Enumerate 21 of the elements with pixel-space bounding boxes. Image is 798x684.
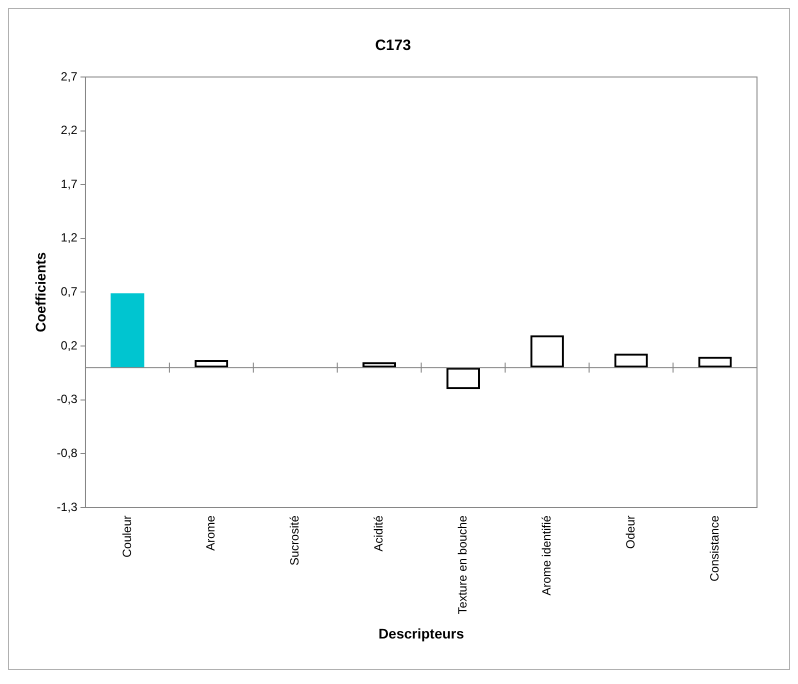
y-tick-label: 0,2 — [60, 338, 78, 352]
x-tick-label: Odeur — [623, 515, 638, 549]
x-tick-label: Acidité — [372, 515, 386, 552]
y-tick-label: 1,2 — [60, 230, 78, 245]
x-tick-label: Arome — [204, 515, 218, 551]
y-tick-label: 2,7 — [60, 69, 78, 84]
x-tick-label: Couleur — [120, 515, 134, 558]
chart-title: C173 — [375, 37, 411, 54]
x-tick-label: Sucrosité — [288, 515, 302, 566]
y-tick-label: 0,7 — [60, 284, 78, 299]
x-tick-label: Arome identifié — [539, 515, 554, 596]
y-tick-label: 2,2 — [60, 123, 78, 138]
x-tick-label: Consistance — [707, 515, 722, 582]
x-axis-title: Descripteurs — [378, 625, 464, 642]
bar — [110, 293, 144, 368]
y-axis-title: Coefficients — [32, 252, 48, 332]
y-tick-label: -1,3 — [56, 500, 78, 514]
y-tick-label: -0,3 — [56, 392, 78, 406]
y-tick-label: 1,7 — [60, 176, 78, 191]
y-tick-label: -0,8 — [56, 446, 78, 460]
x-tick-label: Texture en bouche — [456, 515, 470, 614]
